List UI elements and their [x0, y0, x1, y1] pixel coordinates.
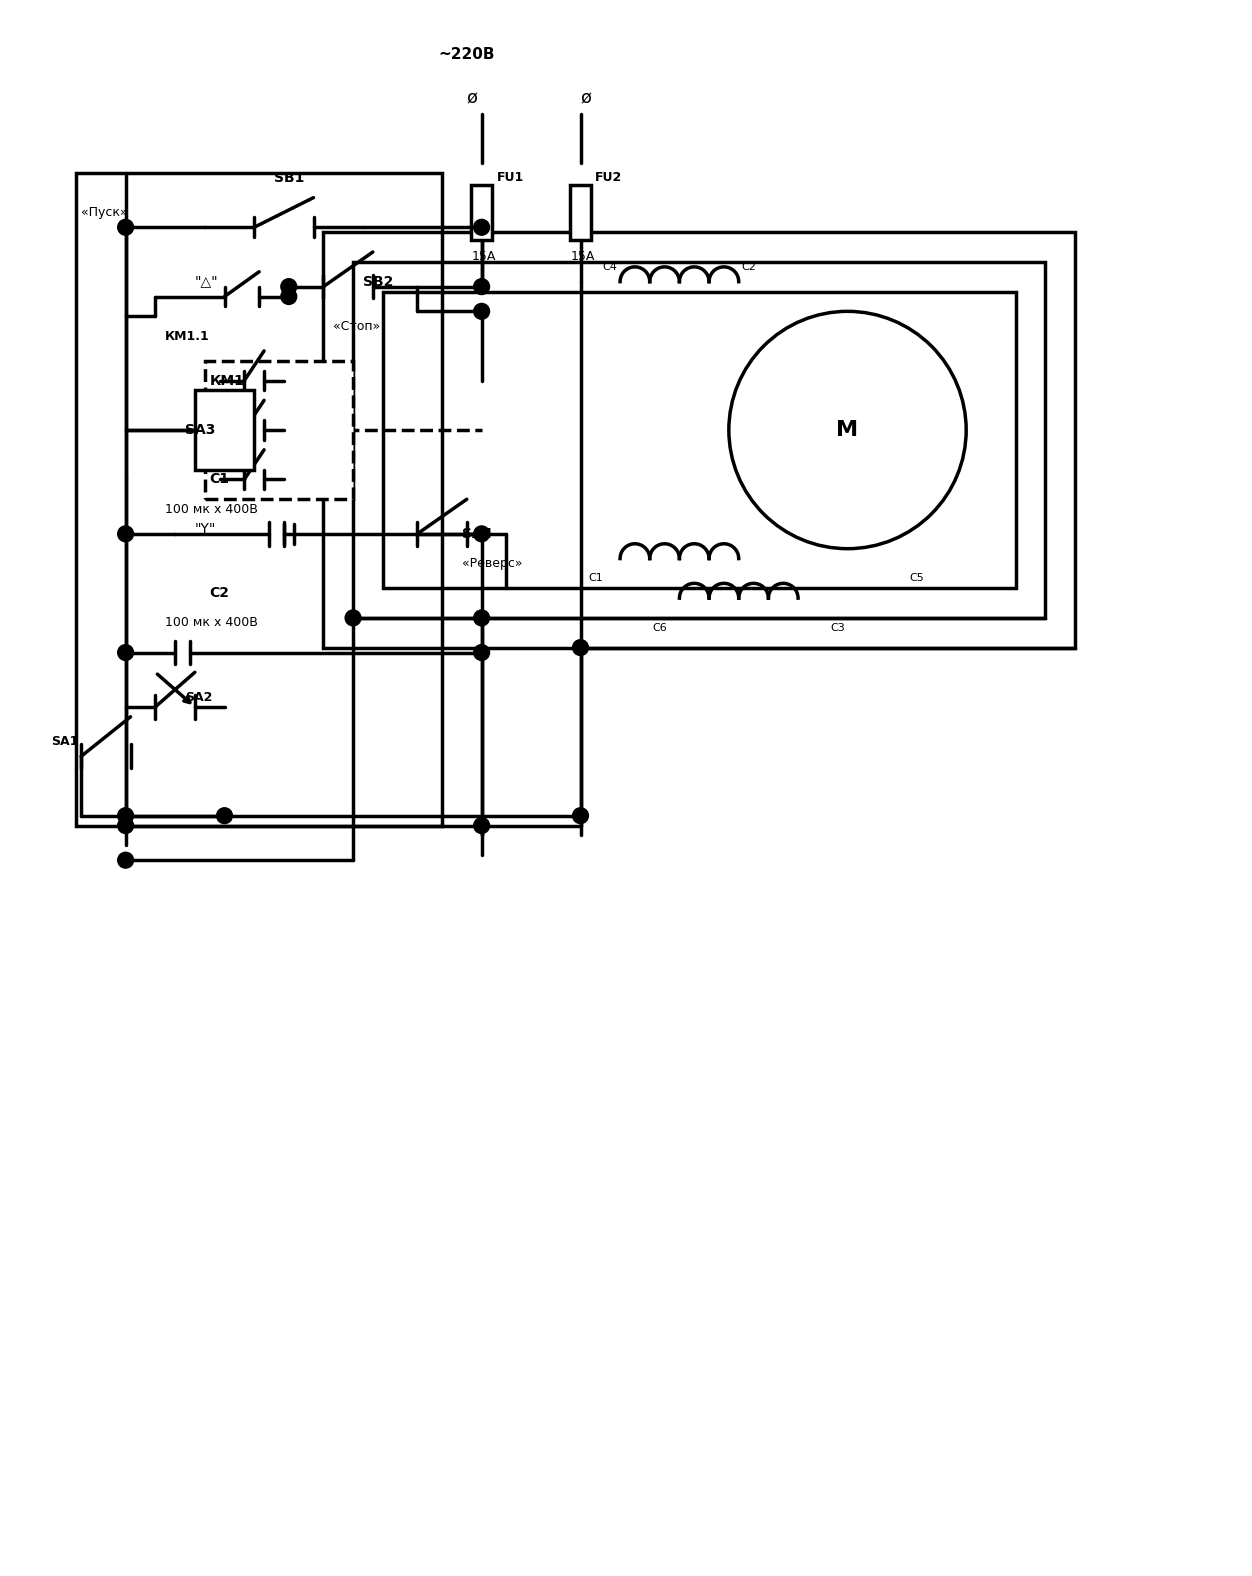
Text: «Стоп»: «Стоп»: [333, 320, 381, 333]
Text: С2: С2: [209, 586, 229, 600]
Circle shape: [118, 853, 134, 868]
Text: 15А: 15А: [571, 251, 595, 263]
Bar: [353, 262, 1045, 618]
Circle shape: [473, 645, 490, 660]
Text: С6: С6: [652, 623, 667, 634]
Circle shape: [346, 610, 361, 626]
Text: 15А: 15А: [472, 251, 496, 263]
Text: ø: ø: [466, 90, 477, 107]
Circle shape: [280, 279, 297, 295]
Text: FU1: FU1: [497, 172, 523, 184]
Text: "Y": "Y": [195, 522, 217, 536]
Circle shape: [118, 808, 134, 824]
Text: С1: С1: [588, 574, 602, 583]
Text: FU2: FU2: [596, 172, 622, 184]
Text: С5: С5: [909, 574, 924, 583]
Text: SA4: SA4: [462, 526, 492, 541]
Circle shape: [473, 279, 490, 295]
Circle shape: [118, 219, 134, 235]
Circle shape: [118, 818, 134, 834]
Circle shape: [473, 526, 490, 542]
Circle shape: [572, 640, 588, 656]
Circle shape: [473, 610, 490, 626]
Text: 100 мк х 400В: 100 мк х 400В: [165, 503, 258, 515]
Text: SA1: SA1: [51, 734, 79, 749]
Text: "△": "△": [195, 274, 218, 288]
Text: КМ1: КМ1: [209, 374, 244, 388]
Text: SA3: SA3: [185, 422, 215, 437]
Circle shape: [118, 645, 134, 660]
Bar: [205, 361, 353, 500]
Circle shape: [280, 288, 297, 304]
Bar: [570, 186, 591, 240]
Bar: [471, 186, 492, 240]
Text: SA2: SA2: [185, 690, 213, 703]
Circle shape: [217, 808, 233, 824]
Bar: [323, 232, 1075, 648]
Circle shape: [118, 526, 134, 542]
Circle shape: [473, 219, 490, 235]
Text: 100 мк х 400В: 100 мк х 400В: [165, 616, 258, 629]
Text: SB2: SB2: [363, 274, 393, 288]
Bar: [383, 292, 1015, 588]
Bar: [195, 391, 254, 470]
Circle shape: [473, 304, 490, 320]
Text: С1: С1: [209, 473, 229, 487]
Text: «Реверс»: «Реверс»: [462, 556, 522, 571]
Circle shape: [572, 808, 588, 824]
Circle shape: [729, 312, 967, 548]
Text: С4: С4: [602, 262, 617, 271]
Text: ~220В: ~220В: [438, 47, 495, 61]
Text: С2: С2: [741, 262, 756, 271]
Text: М: М: [836, 421, 859, 440]
Text: С3: С3: [830, 623, 845, 634]
Text: ø: ø: [580, 90, 591, 107]
Text: КМ1.1: КМ1.1: [165, 329, 210, 342]
Bar: [76, 173, 442, 826]
Circle shape: [473, 818, 490, 834]
Text: SB1: SB1: [274, 170, 304, 184]
Text: «Пуск»: «Пуск»: [81, 206, 128, 219]
